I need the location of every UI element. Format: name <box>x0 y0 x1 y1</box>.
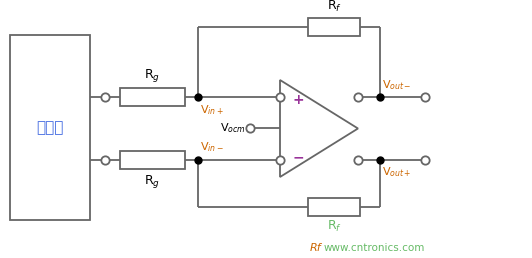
Text: 信号源: 信号源 <box>36 120 64 135</box>
Text: R$_f$: R$_f$ <box>327 0 342 14</box>
Bar <box>120 88 185 106</box>
Text: V$_{ocm}$: V$_{ocm}$ <box>220 121 246 135</box>
Text: R$_g$: R$_g$ <box>145 67 161 84</box>
Text: V$_{in+}$: V$_{in+}$ <box>200 103 224 117</box>
Text: V$_{out-}$: V$_{out-}$ <box>382 78 412 92</box>
Bar <box>308 18 360 36</box>
Text: −: − <box>292 150 304 164</box>
Text: www.cntronics.com: www.cntronics.com <box>324 243 426 253</box>
Text: R$_f$: R$_f$ <box>327 219 342 234</box>
Text: Rf: Rf <box>310 243 322 253</box>
Text: R$_g$: R$_g$ <box>145 173 161 190</box>
Bar <box>120 151 185 169</box>
Text: V$_{out+}$: V$_{out+}$ <box>382 165 412 179</box>
Bar <box>308 198 360 216</box>
Text: +: + <box>292 93 304 107</box>
Text: V$_{in-}$: V$_{in-}$ <box>200 140 224 154</box>
Bar <box>10 35 90 220</box>
